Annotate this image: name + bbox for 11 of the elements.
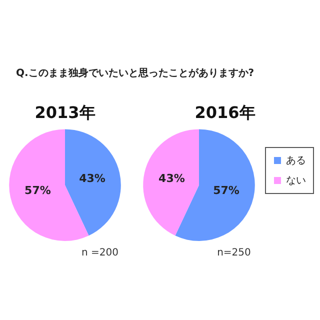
data-label: 57% [24,184,51,198]
text: n=250 [217,248,251,259]
chart-title: 2013年 [34,102,96,122]
text: Q.このまま独身でいたいと思ったことがありますか? [16,66,254,80]
text: n =200 [82,248,118,259]
chart-title: 2016年 [194,102,256,122]
data-label: 57% [213,184,240,198]
data-label: 43% [79,172,106,185]
data-label: 43% [158,172,185,185]
legend-label: ある [286,155,306,166]
legend-label: ない [286,175,306,186]
